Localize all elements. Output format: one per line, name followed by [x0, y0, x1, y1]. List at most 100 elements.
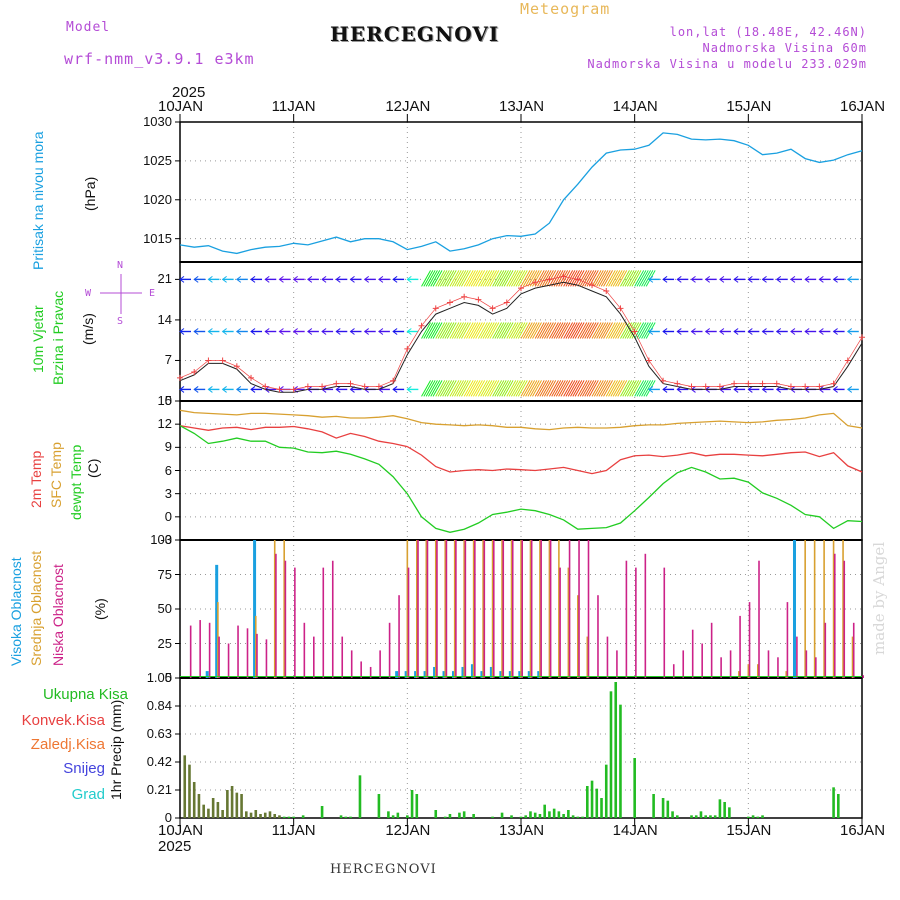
wind-barb: [615, 380, 625, 397]
wind-barb: [581, 270, 592, 287]
precip-bar: [292, 816, 295, 818]
wind-arrow-head: [278, 275, 284, 283]
precip-bar: [415, 794, 419, 818]
dewpt-line: [179, 425, 863, 533]
precip-bar: [202, 804, 205, 818]
wind-barb: [624, 380, 635, 397]
wind-barb: [570, 322, 580, 339]
wind-barb: [508, 322, 519, 339]
wind-barb: [626, 270, 637, 287]
wind-barb: [458, 322, 469, 339]
wind-barb: [489, 380, 500, 397]
wind-barb: [591, 322, 602, 339]
precip-bar: [543, 804, 546, 818]
wind-barb: [484, 380, 495, 397]
wind-barb: [494, 322, 505, 339]
day-label: 11JAN: [271, 822, 316, 839]
wind-barb: [563, 322, 574, 339]
wind-barb: [537, 380, 547, 397]
compass-n: N: [117, 260, 123, 271]
wind-barb: [513, 322, 524, 339]
wind-barb: [634, 380, 645, 397]
wind-barb: [444, 380, 455, 397]
wind-arrow-head: [207, 386, 213, 393]
wind-arrow-head: [378, 328, 384, 335]
wind-arrow-head: [662, 275, 668, 283]
wind-barb: [499, 322, 509, 339]
wind-barb: [506, 322, 517, 339]
day-label: 14JAN: [612, 822, 658, 839]
precip-bar: [192, 782, 196, 818]
wind-barb: [475, 380, 486, 397]
wind-barb: [608, 380, 618, 397]
wind-barb: [551, 322, 562, 339]
wind-arrow-head: [406, 386, 412, 393]
wind-arrow-head: [406, 328, 412, 335]
wind-arrow-head: [648, 386, 654, 393]
wind-barb: [620, 380, 630, 397]
wind-barb: [586, 380, 597, 397]
wind-barb: [503, 322, 514, 339]
precip-bar: [832, 787, 835, 818]
wind-barb: [567, 380, 578, 397]
legend-graupel: Grad: [71, 786, 105, 803]
wind-barb: [439, 322, 450, 339]
wind-barb: [515, 380, 526, 397]
wind-barb: [563, 380, 574, 397]
y-tick-label: 50: [157, 601, 172, 616]
wind-barb: [480, 380, 491, 397]
y-tick-label: 12: [157, 416, 172, 432]
compass-s: S: [117, 316, 123, 327]
wind-barb: [610, 322, 621, 339]
wind-barb: [593, 270, 604, 287]
altitude-label: Nadmorska Visina 60m: [702, 41, 867, 55]
wind-arrow-head: [307, 275, 313, 283]
y-tick-label: 1.05: [146, 670, 172, 685]
wind-barb: [423, 270, 434, 287]
precip-bar: [339, 815, 343, 818]
wind-barb: [593, 380, 604, 397]
wind-barb: [565, 322, 576, 339]
wind-barb: [432, 380, 443, 397]
precip-bar: [529, 811, 532, 818]
wind-arrow-head: [363, 328, 370, 335]
wind-barb: [638, 270, 649, 287]
wind-arrow-head: [690, 275, 696, 283]
wind-barb: [517, 322, 528, 339]
precip-bar: [661, 798, 665, 818]
wind-barb: [501, 380, 512, 397]
wind-barb: [527, 270, 538, 287]
precip-bar: [387, 811, 390, 818]
wind-barb: [430, 380, 441, 397]
wind-arrow-head: [392, 328, 398, 335]
wind-barb: [515, 322, 526, 339]
wind-barb: [596, 380, 607, 397]
precip-bar: [699, 811, 703, 818]
precip-bar: [571, 815, 575, 818]
precip-bar: [533, 812, 537, 818]
precip-bar: [524, 815, 528, 818]
precip-bar: [226, 790, 229, 818]
wind-barb: [444, 270, 455, 287]
wind-barb: [425, 322, 436, 339]
wind-gust-marker: [177, 374, 183, 381]
day-label: 14JAN: [612, 98, 658, 115]
wind-barb: [622, 380, 633, 397]
wind-barb: [527, 380, 538, 397]
wind-barb: [643, 270, 654, 287]
wind-arrow-head: [704, 275, 711, 283]
model-name: wrf-nmm_v3.9.1 e3km: [64, 50, 255, 68]
wind-arrow-head: [832, 328, 838, 335]
wind-barb: [591, 270, 602, 287]
wind-barb: [603, 270, 613, 287]
wind-arrow-head: [662, 386, 668, 393]
day-label: 13JAN: [499, 98, 545, 115]
precip-bar: [694, 815, 698, 818]
wind-barb: [472, 270, 483, 287]
y-tick-label: 9: [164, 439, 172, 455]
wind-barb: [631, 380, 642, 397]
wind-arrow-head: [704, 328, 711, 335]
wind-barb: [574, 380, 585, 397]
precip-bar: [633, 758, 636, 818]
wind-barb: [596, 270, 607, 287]
